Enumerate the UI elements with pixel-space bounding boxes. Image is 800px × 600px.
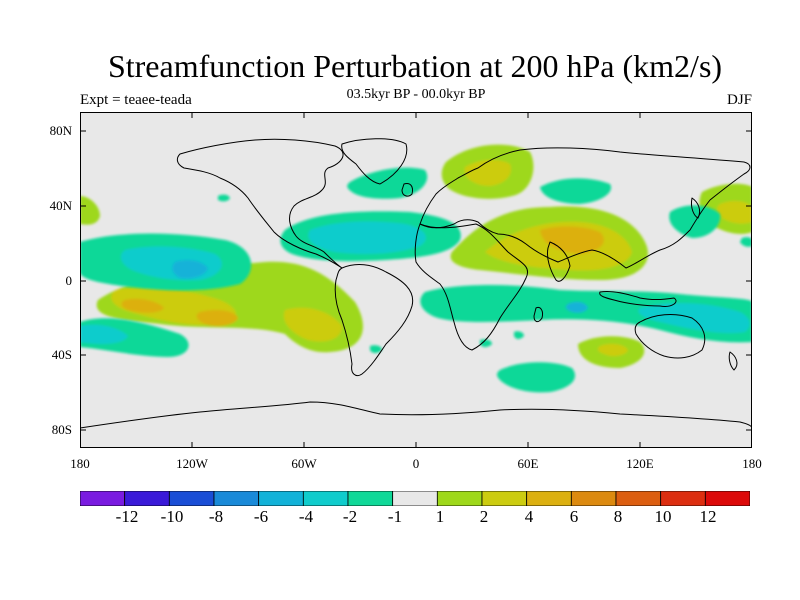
- anomaly-pos-4: [196, 310, 238, 326]
- anomaly-pos-15: [597, 343, 628, 357]
- coastline-madagascar: [533, 307, 543, 323]
- anomaly-neg-18: [480, 339, 492, 347]
- lon-tick-180-west: 180: [70, 456, 90, 471]
- colorbar-label: 12: [699, 507, 717, 526]
- colorbar-label: -6: [253, 507, 269, 526]
- anomaly-neg-7: [540, 178, 612, 204]
- coastlines: [80, 138, 752, 429]
- colorbar-swatch: [704, 491, 750, 506]
- colorbar-label: -8: [208, 507, 224, 526]
- streamfunction-map: [80, 112, 752, 448]
- colorbar-swatch: [481, 491, 528, 506]
- anomaly-neg-6: [347, 167, 428, 199]
- coastline-antarctica: [80, 401, 752, 429]
- anomaly-neg-12: [565, 301, 588, 313]
- anomaly-pos-13: [80, 196, 100, 225]
- experiment-label: Expt = teaee-teada: [80, 92, 192, 108]
- anomaly-neg-11: [638, 303, 750, 334]
- colorbar-swatch: [526, 491, 572, 506]
- colorbar-swatch: [570, 491, 617, 506]
- anomaly-neg-16: [218, 194, 230, 202]
- colorbar-label: 2: [479, 507, 489, 526]
- coastline-south-america: [334, 264, 414, 377]
- coastline-australia: [634, 314, 706, 359]
- lat-tick-40s: 40S: [51, 347, 72, 362]
- colorbar-label: -1: [387, 507, 403, 526]
- colorbar-label: 6: [569, 507, 579, 526]
- colorbar-label: -12: [115, 507, 139, 526]
- colorbar: [80, 491, 750, 506]
- coastline-africa: [414, 223, 528, 351]
- lon-tick-60e: 60E: [517, 456, 539, 471]
- colorbar-swatch: [168, 491, 215, 506]
- colorbar-label: 10: [654, 507, 672, 526]
- colorbar-swatch: [213, 491, 260, 506]
- colorbar-label: -2: [342, 507, 358, 526]
- coastline-british-isles: [401, 183, 413, 197]
- colorbar-swatch: [660, 491, 706, 506]
- colorbar-swatch: [258, 491, 304, 506]
- anomaly-neg-17: [370, 345, 382, 353]
- lon-tick-120w: 120W: [176, 456, 208, 471]
- coastline-eurasia: [419, 147, 751, 269]
- colorbar-label: 4: [524, 507, 534, 526]
- colorbar-label: 8: [613, 507, 623, 526]
- anomaly-neg-19: [514, 331, 524, 339]
- colorbar-swatch: [347, 491, 394, 506]
- anomaly-neg-13: [497, 362, 576, 393]
- lon-tick-60w: 60W: [291, 456, 317, 471]
- lat-tick-80n: 80N: [49, 123, 72, 138]
- season-label: DJF: [726, 92, 752, 108]
- coastline-north-america: [176, 138, 344, 269]
- anomaly-shading-negative: [80, 167, 752, 393]
- anomaly-neg-15: [740, 237, 752, 247]
- lon-tick-180-east: 180: [742, 456, 762, 471]
- anomaly-neg-10: [420, 285, 752, 343]
- anomaly-pos-12: [717, 200, 752, 224]
- coastline-greenland: [341, 138, 408, 185]
- coastline-indonesia: [599, 291, 677, 307]
- colorbar-label: -4: [298, 507, 314, 526]
- colorbar-swatch: [124, 491, 170, 506]
- anomaly-pos-5: [283, 307, 342, 342]
- colorbar-swatch: [302, 491, 349, 506]
- anomaly-pos-7: [464, 159, 512, 186]
- anomaly-pos-10: [540, 226, 604, 254]
- colorbar-label: -10: [160, 507, 184, 526]
- colorbar-label: 1: [435, 507, 445, 526]
- map-title: Streamfunction Perturbation at 200 hPa (…: [107, 48, 723, 84]
- anomaly-neg-9: [80, 324, 128, 344]
- anomaly-neg-5: [308, 221, 426, 254]
- lat-tick-80s: 80S: [51, 422, 72, 437]
- colorbar-swatch: [80, 491, 126, 506]
- anomaly-pos-3: [121, 298, 164, 313]
- coastline-new-zealand: [728, 351, 738, 371]
- colorbar-swatch: [436, 491, 483, 506]
- period-subtitle: 03.5kyr BP - 00.0kyr BP: [346, 87, 486, 102]
- colorbar-swatch: [392, 491, 438, 506]
- coastline-india: [547, 241, 571, 282]
- colorbar-swatch: [615, 491, 662, 506]
- coastline-japan: [691, 197, 701, 219]
- lon-tick-120e: 120E: [626, 456, 654, 471]
- lat-tick-40n: 40N: [49, 198, 72, 213]
- lon-tick-0: 0: [412, 456, 420, 471]
- lat-tick-0: 0: [65, 273, 73, 288]
- anomaly-neg-3: [172, 260, 208, 279]
